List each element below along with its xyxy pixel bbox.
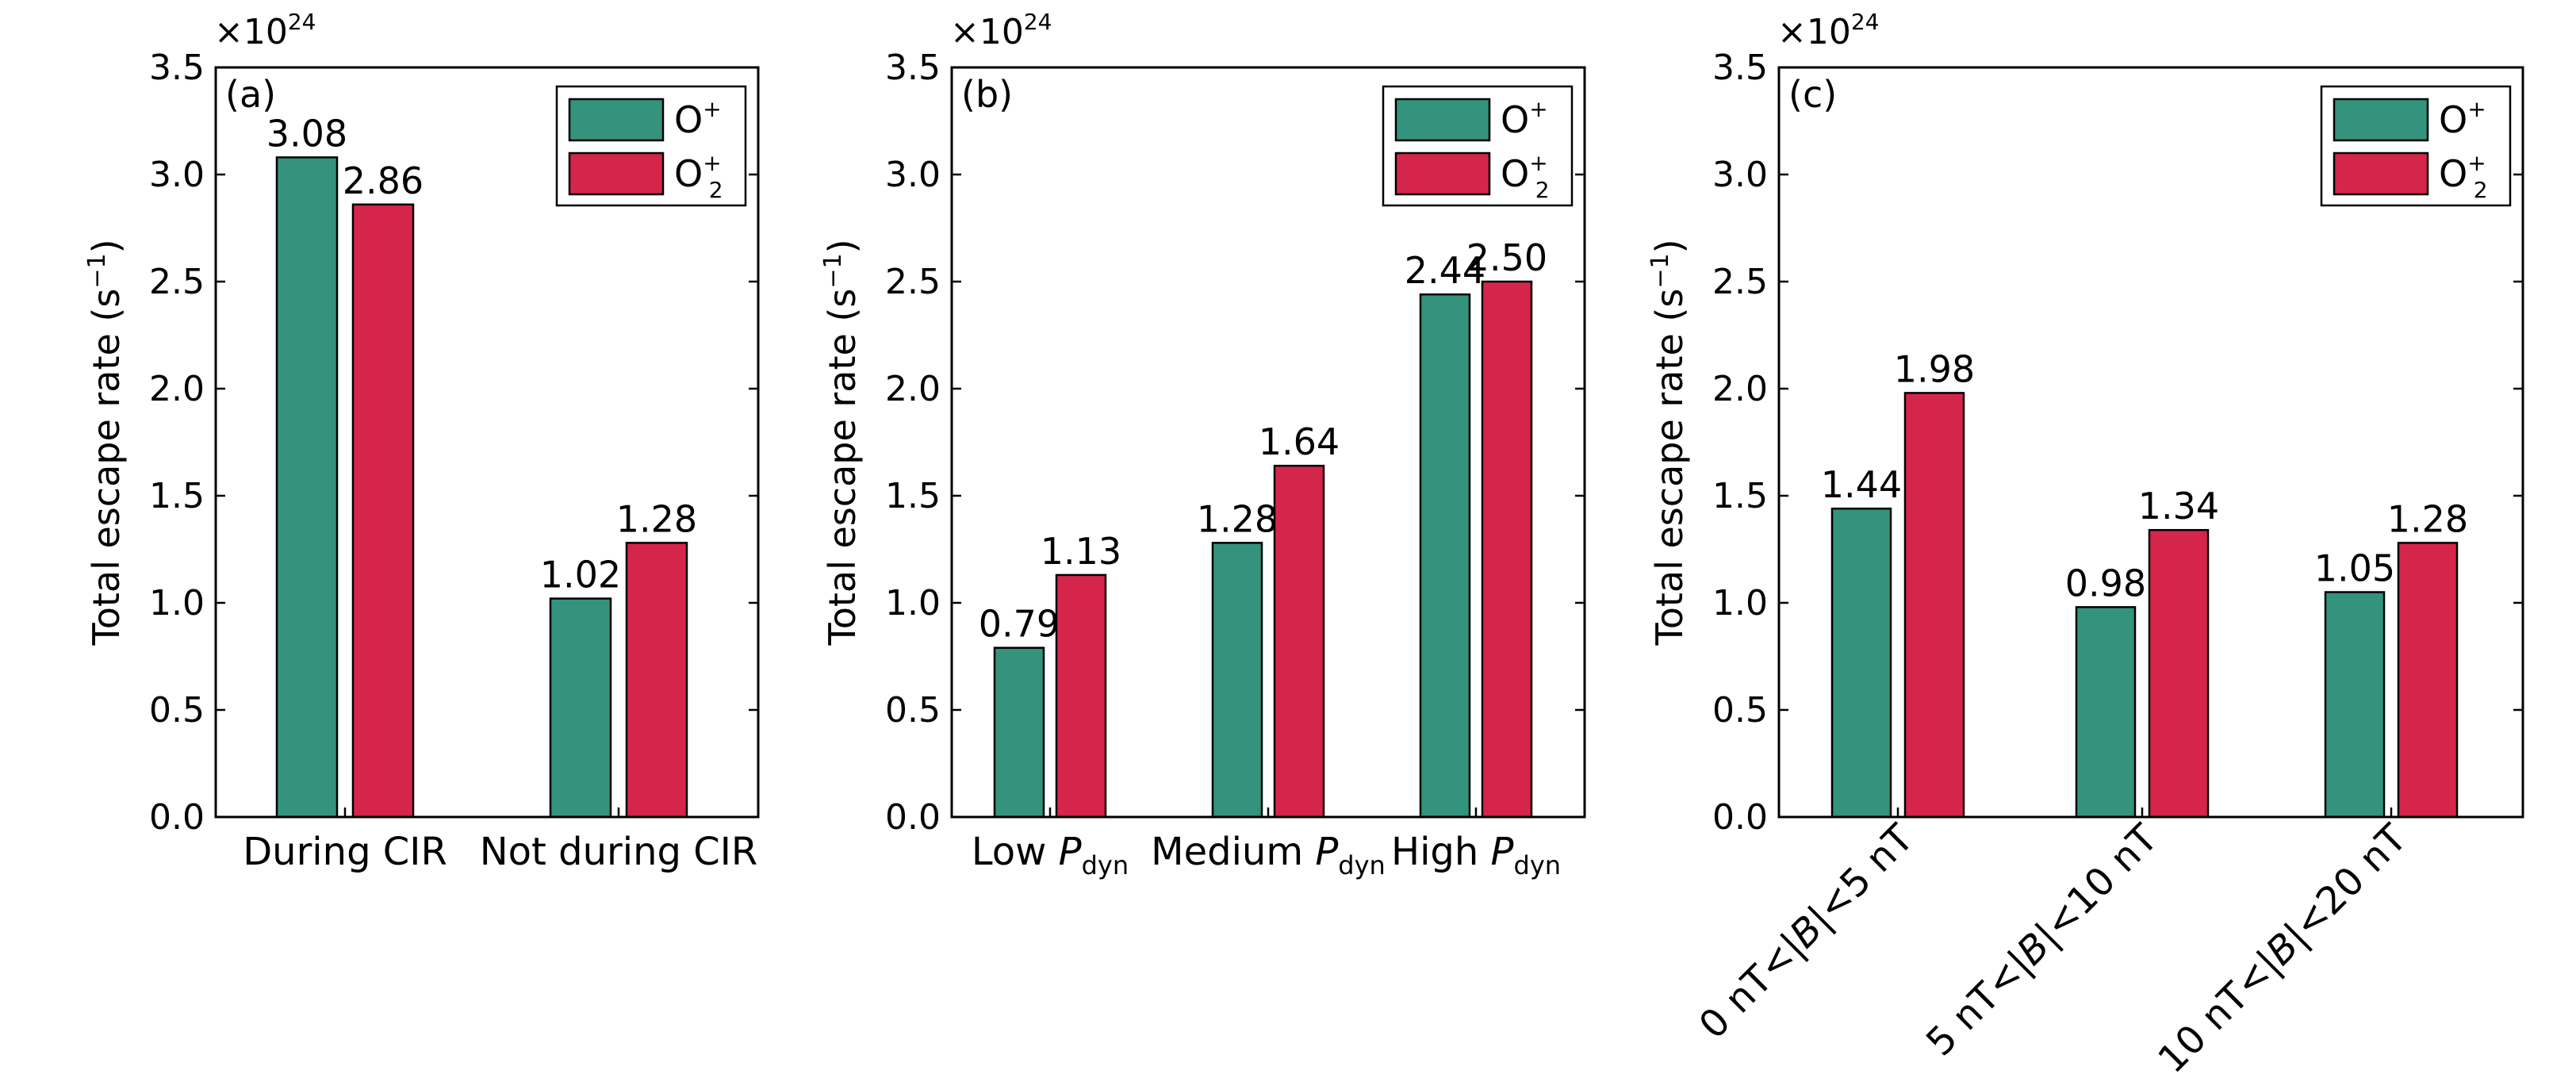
legend-label-o_plus: O+ (2439, 96, 2486, 141)
y-tick-label: 1.5 (1712, 476, 1768, 516)
bar-o2_plus (351, 203, 415, 819)
data-label: 1.02 (540, 554, 621, 596)
bar-o2_plus (2397, 542, 2459, 819)
panel-label: (b) (961, 73, 1013, 116)
y-tick-label: 0.5 (885, 690, 941, 731)
legend-label-o2_plus: O+ 2 (2439, 150, 2488, 203)
y-tick-label: 2.0 (149, 369, 205, 409)
data-label: 2.50 (1466, 236, 1547, 279)
y-tick-label: 3.5 (885, 48, 941, 88)
bar-o_plus (275, 156, 339, 819)
bar-o_plus (549, 597, 612, 819)
y-tick-label: 1.5 (149, 476, 205, 516)
x-category-label: 10 nT<|B|<20 nT (2149, 815, 2416, 1074)
data-label: 1.64 (1259, 420, 1340, 463)
y-tick-label: 2.5 (1712, 262, 1768, 302)
bar-o2_plus (625, 542, 688, 819)
bar-o_plus (1419, 293, 1471, 819)
x-category-label: During CIR (243, 830, 447, 874)
plot-frame (214, 66, 760, 819)
bar-o2_plus (1273, 464, 1325, 819)
legend-swatch-o2_plus (1394, 152, 1491, 196)
x-category-label: 0 nT<|B|<5 nT (1691, 815, 1922, 1047)
y-tick-label: 3.5 (149, 48, 205, 88)
legend-swatch-o_plus (1394, 98, 1491, 142)
legend-swatch-o_plus (2333, 98, 2429, 142)
y-axis-label: Total escape rate (s−1) (83, 239, 128, 646)
x-category-label: High Pdyn (1391, 830, 1561, 880)
plot-frame (950, 66, 1586, 819)
bar-o2_plus (1481, 280, 1533, 819)
data-label: 2.44 (1405, 249, 1485, 292)
data-label: 0.98 (2065, 562, 2146, 604)
data-label: 3.08 (266, 112, 347, 155)
panel-a: 0.0 0.5 1.0 1.5 2.0 2.5 3.0 3.5×1024 Total escap… (83, 9, 760, 874)
legend-label-o2_plus: O+ 2 (1501, 150, 1550, 203)
y-tick-label: 3.0 (885, 155, 941, 195)
y-tick-label: 1.0 (149, 583, 205, 623)
bar-o_plus (993, 646, 1045, 819)
y-tick-label: 1.0 (885, 583, 941, 623)
x-category-label: 5 nT<|B|<10 nT (1918, 815, 2167, 1064)
y-tick-label: 3.0 (149, 155, 205, 195)
x-category-label: Not during CIR (480, 830, 757, 874)
legend: O+ O+ 2 (1382, 85, 1574, 207)
panel-label: (a) (225, 73, 276, 116)
axis-multiplier: ×1024 (214, 9, 316, 52)
y-tick-label: 0.0 (1712, 797, 1768, 838)
y-tick-label: 0.5 (1712, 690, 1768, 731)
panel-label: (c) (1788, 73, 1837, 116)
y-tick-label: 2.0 (1712, 369, 1768, 409)
y-tick-label: 0.0 (149, 797, 205, 838)
legend-label-o_plus: O+ (674, 96, 722, 141)
y-tick-label: 1.0 (1712, 583, 1768, 623)
y-tick-label: 3.0 (1712, 155, 1768, 195)
data-label: 1.28 (1197, 497, 1278, 540)
y-tick-label: 3.5 (1712, 48, 1768, 88)
data-label: 1.05 (2314, 547, 2395, 590)
bar-o_plus (1830, 507, 1892, 819)
data-label: 1.28 (2387, 497, 2468, 540)
legend-swatch-o2_plus (2333, 152, 2429, 196)
y-axis-label: Total escape rate (s−1) (819, 239, 864, 646)
plot-frame (1777, 66, 2524, 819)
axis-multiplier: ×1024 (1777, 9, 1880, 52)
y-tick-label: 1.5 (885, 476, 941, 516)
legend-label-o2_plus: O+ 2 (674, 150, 723, 203)
data-label: 0.79 (979, 603, 1060, 646)
data-label: 1.34 (2138, 485, 2219, 527)
data-label: 1.13 (1041, 530, 1121, 573)
legend-swatch-o_plus (568, 98, 665, 142)
y-tick-label: 2.0 (885, 369, 941, 409)
x-category-label: Medium Pdyn (1151, 830, 1386, 880)
data-label: 1.98 (1894, 347, 1975, 390)
bar-o_plus (2324, 591, 2386, 819)
y-tick-label: 0.5 (149, 690, 205, 731)
y-tick-label: 2.5 (149, 262, 205, 302)
data-label: 1.44 (1821, 463, 1902, 506)
x-category-label: Low Pdyn (972, 830, 1129, 880)
y-tick-label: 0.0 (885, 797, 941, 838)
legend: O+ O+ 2 (2320, 85, 2512, 207)
legend: O+ O+ 2 (555, 85, 747, 207)
data-label: 1.28 (616, 497, 697, 540)
panel-c: 0.0 0.5 1.0 1.5 2.0 2.5 3.0 3.5×1024 Total escap… (1646, 9, 2524, 1074)
data-label: 2.86 (343, 159, 424, 202)
y-tick-label: 2.5 (885, 262, 941, 302)
legend-swatch-o2_plus (568, 152, 665, 196)
bar-o2_plus (2148, 528, 2210, 819)
y-axis-label: Total escape rate (s−1) (1646, 239, 1691, 646)
axis-multiplier: ×1024 (950, 9, 1052, 52)
bar-o_plus (1211, 542, 1263, 819)
bar-o_plus (2075, 606, 2137, 819)
panel-b: 0.0 0.5 1.0 1.5 2.0 2.5 3.0 3.5×1024 Total escap… (819, 9, 1586, 880)
legend-label-o_plus: O+ (1501, 96, 1548, 141)
bar-o2_plus (1903, 392, 1965, 819)
bar-o2_plus (1055, 573, 1107, 819)
